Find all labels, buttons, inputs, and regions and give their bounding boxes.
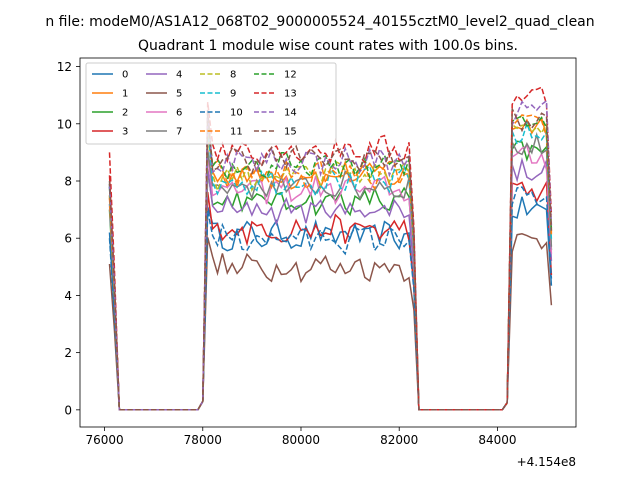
- x-tick-label: 76000: [85, 433, 123, 447]
- legend-label: 6: [176, 108, 182, 119]
- legend-label: 8: [230, 70, 236, 81]
- legend-label: 0: [122, 70, 128, 81]
- axes-frame: [79, 57, 577, 428]
- legend-entry-0: 0: [92, 70, 128, 81]
- y-tick-label: 6: [64, 232, 72, 246]
- legend-label: 9: [230, 89, 236, 100]
- y-tick-label: 8: [64, 175, 72, 189]
- legend-label: 2: [122, 108, 128, 119]
- legend-label: 7: [176, 127, 182, 138]
- y-tick-label: 12: [57, 60, 72, 74]
- legend-entry-13: 13: [254, 89, 297, 100]
- legend-frame: [85, 62, 337, 145]
- series-line-15: [108, 108, 553, 411]
- legend-label: 5: [176, 89, 182, 100]
- x-axis: 76000 78000 80000 82000 84000: [85, 427, 517, 447]
- y-tick-label: 0: [64, 403, 72, 417]
- legend-entry-1: 1: [92, 89, 128, 100]
- legend-entry-2: 2: [92, 108, 128, 119]
- x-tick-label: 82000: [380, 433, 418, 447]
- series-layer: [108, 86, 553, 411]
- y-axis: 0 2 4 6 8 10 12: [57, 60, 80, 417]
- figure-suptitle: n file: modeM0/AS1A12_068T02_9000005524_…: [45, 14, 594, 30]
- legend-label: 1: [122, 89, 128, 100]
- legend-label: 12: [284, 70, 297, 81]
- legend-entry-3: 3: [92, 127, 128, 138]
- legend-entry-4: 4: [146, 70, 182, 81]
- y-tick-label: 4: [64, 289, 72, 303]
- legend-label: 15: [284, 127, 297, 138]
- y-tick-label: 10: [57, 117, 72, 131]
- legend-entry-14: 14: [254, 108, 297, 119]
- chart-title: Quadrant 1 module wise count rates with …: [138, 38, 518, 54]
- y-tick-label: 2: [64, 346, 72, 360]
- legend-label: 3: [122, 127, 128, 138]
- legend-label: 10: [230, 108, 243, 119]
- legend-entry-12: 12: [254, 70, 297, 81]
- x-tick-label: 78000: [184, 433, 222, 447]
- legend-label: 13: [284, 89, 297, 100]
- legend-label: 11: [230, 127, 243, 138]
- legend-label: 4: [176, 70, 182, 81]
- legend-entry-15: 15: [254, 127, 297, 138]
- x-axis-offset-text: +4.154e8: [517, 455, 576, 469]
- legend-label: 14: [284, 108, 297, 119]
- legend-entry-7: 7: [146, 127, 182, 138]
- legend-entry-9: 9: [200, 89, 236, 100]
- legend-entry-8: 8: [200, 70, 236, 81]
- legend-entry-10: 10: [200, 108, 243, 119]
- x-tick-label: 84000: [478, 433, 516, 447]
- legend-entry-11: 11: [200, 127, 243, 138]
- x-tick-label: 80000: [282, 433, 320, 447]
- legend-entry-5: 5: [146, 89, 182, 100]
- legend-entry-6: 6: [146, 108, 182, 119]
